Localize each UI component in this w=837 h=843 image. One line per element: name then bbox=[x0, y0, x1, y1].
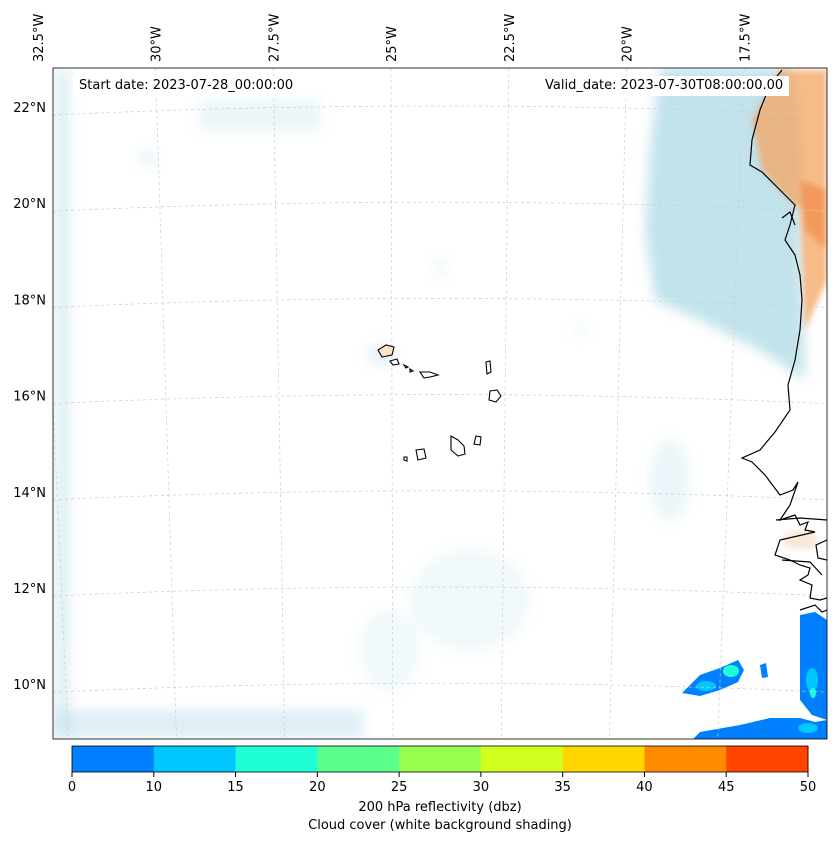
colorbar-tick-label: 10 bbox=[145, 780, 163, 795]
map-frame bbox=[52, 67, 828, 740]
reflectivity-shading bbox=[682, 612, 827, 739]
colorbar-tick-label: 20 bbox=[309, 780, 326, 795]
lat-tick-label: 22°N bbox=[13, 101, 46, 116]
colorbar-sublabel: Cloud cover (white background shading) bbox=[308, 818, 572, 833]
meridian-line bbox=[609, 68, 627, 739]
colorbar-tick-label: 30 bbox=[472, 780, 490, 795]
colorbar-segment bbox=[153, 746, 237, 772]
lat-tick-label: 18°N bbox=[13, 293, 46, 308]
meridian-line bbox=[500, 68, 510, 739]
colorbar-segment bbox=[644, 746, 727, 772]
coastlines bbox=[740, 69, 827, 613]
colorbar-tick-label: 45 bbox=[717, 780, 735, 795]
colorbar-segment bbox=[399, 746, 482, 772]
lat-tick-label: 10°N bbox=[13, 678, 46, 693]
lon-tick-label: 22.5°W bbox=[503, 14, 518, 62]
colorbar-segment bbox=[235, 746, 318, 772]
meridian-line bbox=[53, 395, 69, 739]
lon-tick-label: 32.5°W bbox=[32, 14, 47, 62]
colorbar-tick-label: 25 bbox=[390, 780, 408, 795]
parallel-line bbox=[53, 105, 827, 116]
parallel-line bbox=[53, 298, 827, 308]
lon-tick-label: 25°W bbox=[385, 26, 400, 62]
lon-tick-label: 30°W bbox=[150, 26, 165, 62]
lat-tick-label: 16°N bbox=[13, 390, 46, 405]
colorbar-tick-label: 50 bbox=[799, 780, 817, 795]
parallel-line bbox=[53, 201, 827, 212]
colorbar bbox=[71, 746, 809, 777]
colorbar-segment bbox=[480, 746, 564, 772]
parallel-line bbox=[53, 394, 827, 404]
meridian-line bbox=[272, 68, 286, 739]
colorbar-tick-label: 40 bbox=[636, 780, 653, 795]
lon-tick-label: 27.5°W bbox=[267, 14, 282, 62]
land-shading bbox=[752, 70, 827, 550]
lat-tick-label: 12°N bbox=[13, 582, 46, 597]
meridian-line bbox=[155, 68, 177, 739]
lon-tick-label: 20°W bbox=[621, 26, 636, 62]
cloud-cover-shading bbox=[53, 68, 805, 739]
colorbar-tick-label: 15 bbox=[227, 780, 244, 795]
colorbar-frame bbox=[71, 745, 809, 773]
parallel-line bbox=[53, 490, 827, 501]
colorbar-segment bbox=[72, 746, 155, 772]
meridian-line bbox=[390, 68, 394, 739]
colorbar-tick-label: 0 bbox=[67, 780, 77, 795]
colorbar-tick-label: 35 bbox=[554, 780, 571, 795]
parallel-line bbox=[53, 586, 827, 597]
meridian-line bbox=[717, 68, 745, 739]
start-date-label: Start date: 2023-07-28_00:00:00 bbox=[73, 76, 300, 96]
cape-verde-islands bbox=[377, 344, 502, 462]
gridlines bbox=[53, 68, 827, 739]
lat-tick-label: 20°N bbox=[13, 197, 46, 212]
colorbar-segment bbox=[562, 746, 645, 772]
colorbar-segment bbox=[317, 746, 400, 772]
valid-date-label: Valid_date: 2023-07-30T08:00:00.00 bbox=[539, 76, 790, 96]
longitude-labels: 32.5°W 30°W 27.5°W 25°W 22.5°W 20°W 17.5°W bbox=[32, 14, 753, 62]
lon-tick-label: 17.5°W bbox=[738, 14, 753, 62]
latitude-labels: 22°N 20°N 18°N 16°N 14°N 12°N 10°N bbox=[13, 101, 46, 693]
colorbar-label: 200 hPa reflectivity (dbz) bbox=[358, 800, 522, 815]
lat-tick-label: 14°N bbox=[13, 486, 46, 501]
colorbar-segment bbox=[726, 746, 809, 772]
parallel-line bbox=[53, 682, 827, 693]
